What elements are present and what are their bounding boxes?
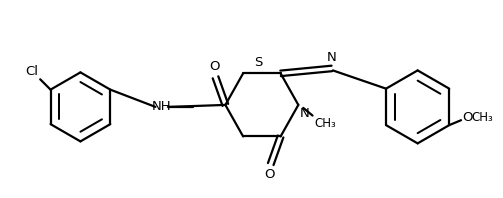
Text: O: O	[265, 168, 275, 181]
Text: CH₃: CH₃	[471, 111, 492, 124]
Text: O: O	[209, 60, 220, 73]
Text: Cl: Cl	[25, 65, 38, 78]
Text: CH₃: CH₃	[314, 117, 336, 129]
Text: N: N	[299, 107, 309, 120]
Text: S: S	[254, 56, 262, 69]
Text: NH: NH	[151, 100, 171, 113]
Text: O: O	[462, 111, 472, 124]
Text: N: N	[327, 51, 337, 65]
